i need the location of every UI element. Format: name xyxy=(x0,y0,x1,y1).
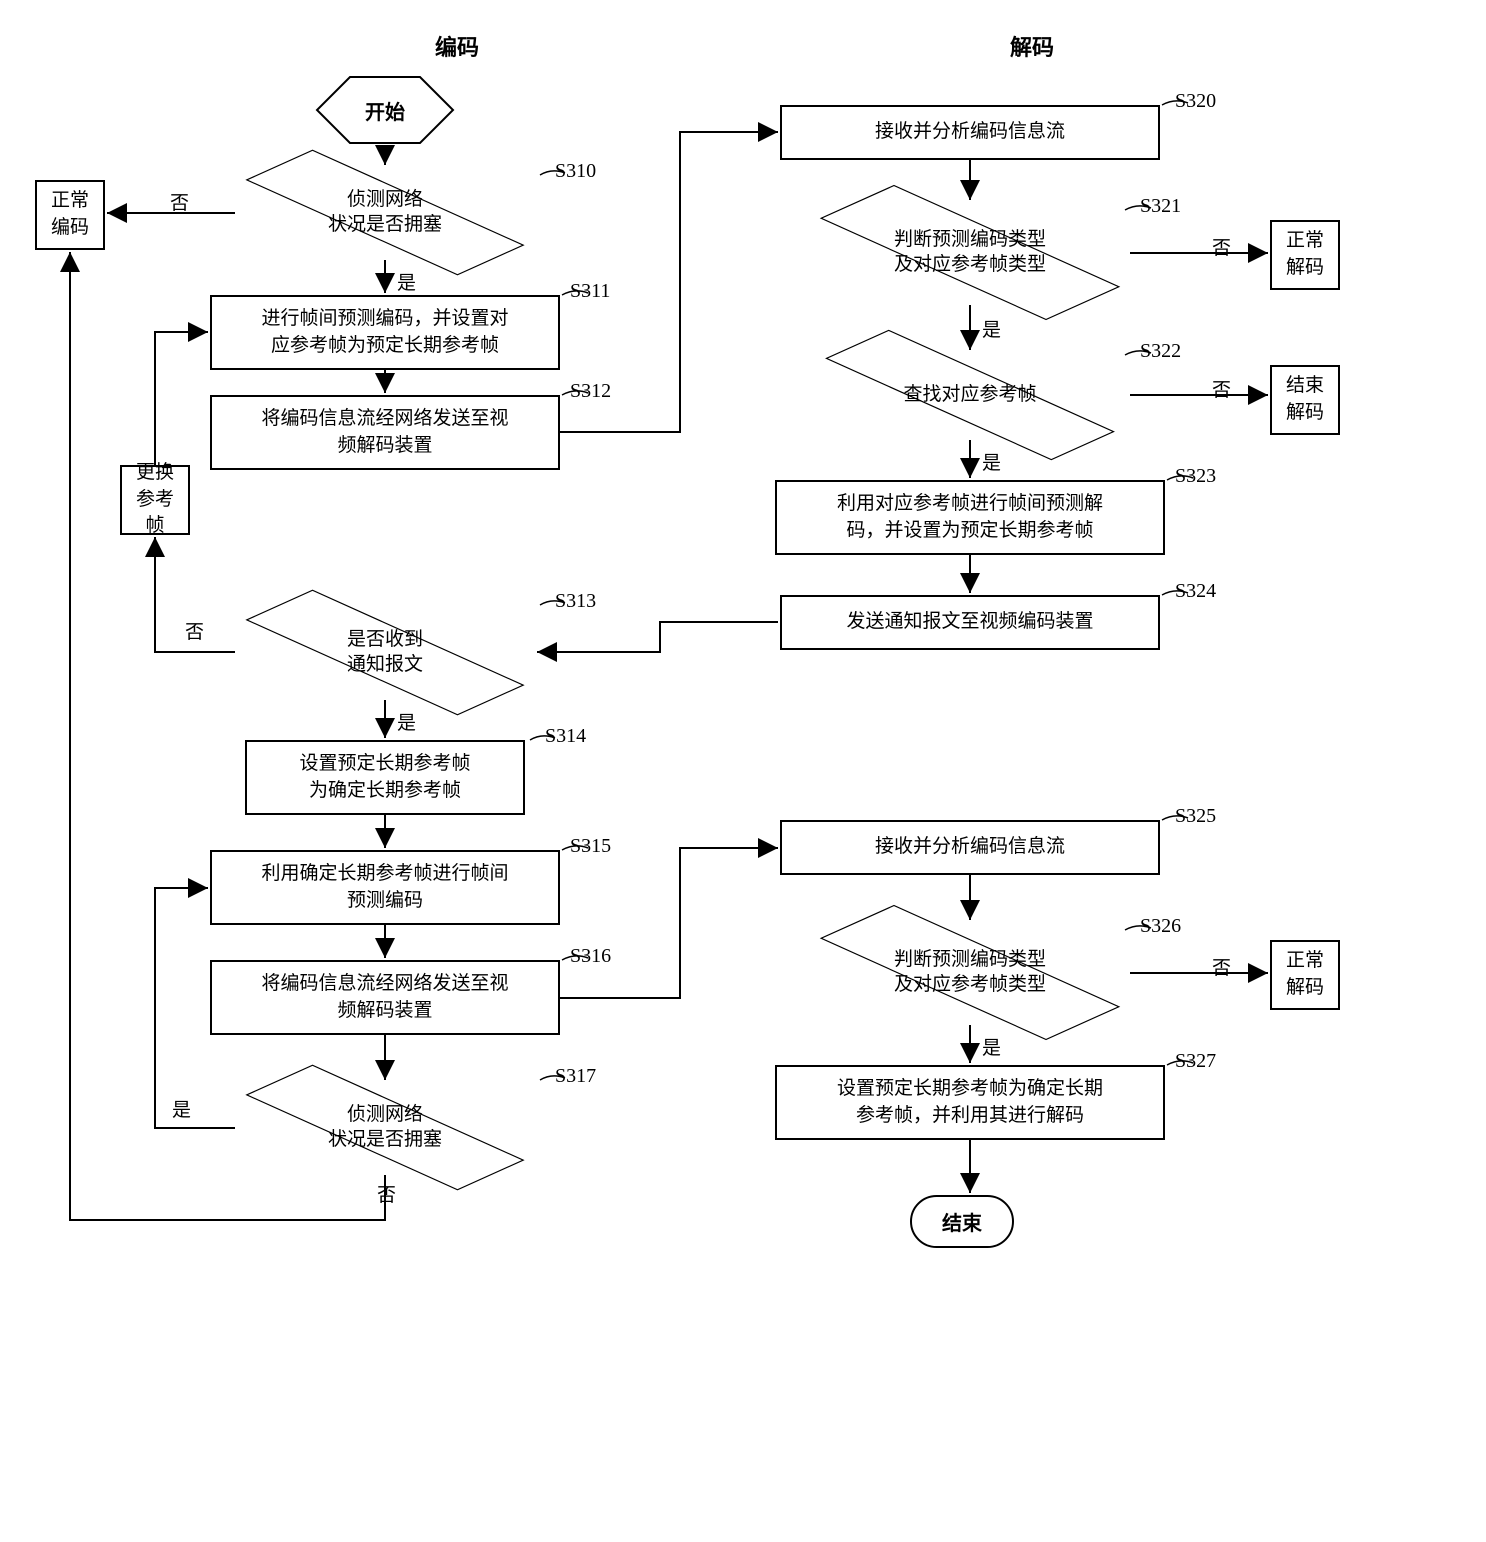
node-s323: 利用对应参考帧进行帧间预测解码，并设置为预定长期参考帧 xyxy=(775,480,1165,555)
step-s321: S321 xyxy=(1140,195,1181,218)
edge-s310-no: 否 xyxy=(168,188,191,215)
step-s325: S325 xyxy=(1175,805,1216,828)
flowchart-canvas: 编码 解码 开始 正常编码 侦测网络状况是否拥塞 进行帧间预测编码，并设置对应参… xyxy=(20,20,1466,1522)
step-s315: S315 xyxy=(570,835,611,858)
node-s310-label: 侦测网络状况是否拥塞 xyxy=(328,188,442,237)
node-s313: 是否收到通知报文 xyxy=(235,605,535,700)
edge-s321-no: 否 xyxy=(1210,233,1233,260)
step-s317: S317 xyxy=(555,1065,596,1088)
node-s317: 侦测网络状况是否拥塞 xyxy=(235,1080,535,1175)
node-end-label: 结束 xyxy=(942,1207,982,1236)
node-s326-label: 判断预测编码类型及对应参考帧类型 xyxy=(894,948,1046,997)
node-s311: 进行帧间预测编码，并设置对应参考帧为预定长期参考帧 xyxy=(210,295,560,370)
node-s327: 设置预定长期参考帧为确定长期参考帧，并利用其进行解码 xyxy=(775,1065,1165,1140)
edge-s317-no: 否 xyxy=(375,1180,398,1207)
step-s324: S324 xyxy=(1175,580,1216,603)
node-s317-label: 侦测网络状况是否拥塞 xyxy=(328,1103,442,1152)
node-normal-decode-1: 正常解码 xyxy=(1270,220,1340,290)
node-s310: 侦测网络状况是否拥塞 xyxy=(235,165,535,260)
node-s316: 将编码信息流经网络发送至视频解码装置 xyxy=(210,960,560,1035)
edge-s322-yes: 是 xyxy=(980,448,1003,475)
node-end: 结束 xyxy=(910,1195,1014,1248)
step-s310: S310 xyxy=(555,160,596,183)
node-s320: 接收并分析编码信息流 xyxy=(780,105,1160,160)
node-start: 开始 xyxy=(315,75,455,145)
edge-s321-yes: 是 xyxy=(980,315,1003,342)
step-s314: S314 xyxy=(545,725,586,748)
edge-s313-no: 否 xyxy=(183,617,206,644)
node-s314: 设置预定长期参考帧为确定长期参考帧 xyxy=(245,740,525,815)
edge-s313-yes: 是 xyxy=(395,708,418,735)
node-s321: 判断预测编码类型及对应参考帧类型 xyxy=(810,200,1130,305)
step-s323: S323 xyxy=(1175,465,1216,488)
node-start-label: 开始 xyxy=(365,96,405,125)
step-s312: S312 xyxy=(570,380,611,403)
node-change-ref: 更换参考帧 xyxy=(120,465,190,535)
node-s313-label: 是否收到通知报文 xyxy=(347,628,423,677)
edge-s310-yes: 是 xyxy=(395,268,418,295)
step-s311: S311 xyxy=(570,280,610,303)
step-s313: S313 xyxy=(555,590,596,613)
step-s322: S322 xyxy=(1140,340,1181,363)
node-end-decode: 结束解码 xyxy=(1270,365,1340,435)
edge-s326-no: 否 xyxy=(1210,953,1233,980)
step-s320: S320 xyxy=(1175,90,1216,113)
node-s322: 查找对应参考帧 xyxy=(810,350,1130,440)
edge-s322-no: 否 xyxy=(1210,375,1233,402)
edge-s326-yes: 是 xyxy=(980,1033,1003,1060)
node-s321-label: 判断预测编码类型及对应参考帧类型 xyxy=(894,228,1046,277)
node-normal-encode: 正常编码 xyxy=(35,180,105,250)
node-normal-decode-2: 正常解码 xyxy=(1270,940,1340,1010)
node-s315: 利用确定长期参考帧进行帧间预测编码 xyxy=(210,850,560,925)
node-s325: 接收并分析编码信息流 xyxy=(780,820,1160,875)
header-decode: 解码 xyxy=(1010,30,1054,62)
step-s327: S327 xyxy=(1175,1050,1216,1073)
node-s322-label: 查找对应参考帧 xyxy=(903,383,1036,408)
step-s326: S326 xyxy=(1140,915,1181,938)
step-s316: S316 xyxy=(570,945,611,968)
node-s326: 判断预测编码类型及对应参考帧类型 xyxy=(810,920,1130,1025)
edge-s317-yes: 是 xyxy=(170,1095,193,1122)
node-s312: 将编码信息流经网络发送至视频解码装置 xyxy=(210,395,560,470)
header-encode: 编码 xyxy=(435,30,479,62)
node-s324: 发送通知报文至视频编码装置 xyxy=(780,595,1160,650)
